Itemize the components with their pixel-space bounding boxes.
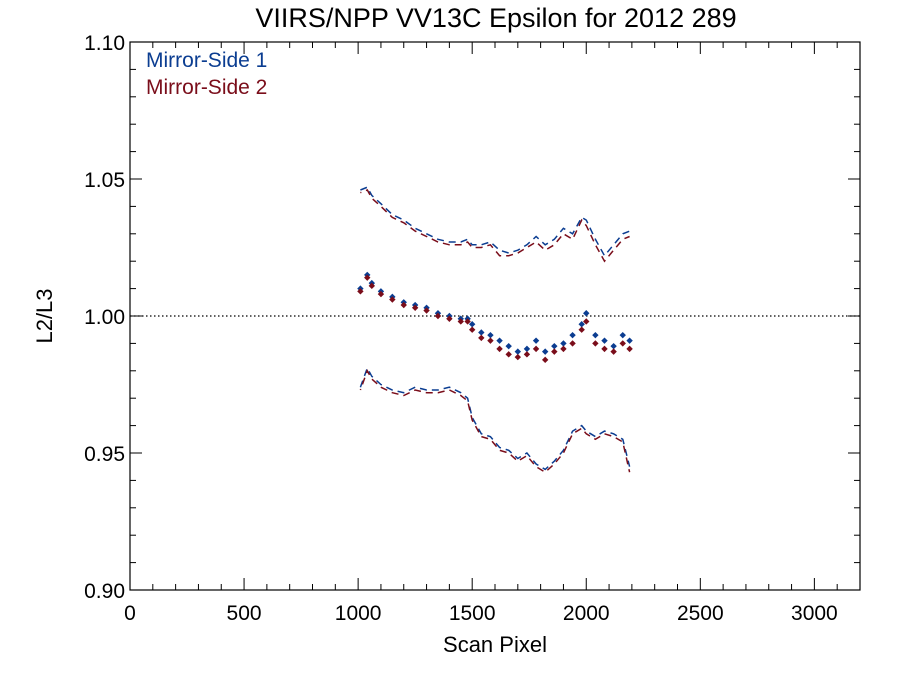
- y-tick-label: 0.95: [84, 443, 125, 466]
- series-1-point: [468, 321, 476, 328]
- y-tick-label: 1.10: [84, 32, 125, 55]
- series-1-point: [560, 340, 567, 347]
- legend-series-1: Mirror-Side 1: [146, 49, 267, 72]
- series-1-point: [601, 337, 608, 344]
- series-1-point: [505, 342, 512, 350]
- series-2-point: [411, 304, 419, 311]
- series-2-point: [457, 318, 464, 325]
- series-2-point: [583, 318, 590, 325]
- x-tick-label: 2000: [563, 602, 610, 625]
- series-bands: [359, 186, 631, 474]
- x-tick-label: 500: [227, 602, 262, 625]
- chart-title: VIIRS/NPP VV13C Epsilon for 2012 289: [255, 3, 736, 33]
- series-2-point: [496, 345, 503, 353]
- series-2-point: [610, 348, 617, 355]
- series-points: [357, 271, 633, 364]
- y-tick-label: 1.00: [84, 306, 125, 329]
- series-2-lower-band: [359, 368, 631, 474]
- series-1-point: [592, 331, 599, 339]
- series-2-point: [532, 345, 540, 353]
- series-2-point: [560, 345, 567, 353]
- series-1-point: [496, 337, 503, 344]
- series-2-point: [478, 334, 485, 342]
- series-2-point: [569, 340, 576, 347]
- y-tick-label: 1.05: [84, 169, 125, 192]
- x-tick-label: 1000: [335, 602, 382, 625]
- axis-ticks: [129, 41, 861, 591]
- series-2-point: [364, 274, 371, 281]
- series-1-point: [532, 337, 540, 344]
- series-1-point: [541, 348, 549, 355]
- x-tick-label: 3000: [791, 602, 838, 625]
- series-2-upper-band: [360, 189, 630, 263]
- series-2-point: [468, 326, 476, 333]
- series-1-point: [583, 310, 590, 317]
- series-1-point: [610, 342, 617, 350]
- series-1-point: [478, 329, 485, 336]
- series-2-point: [464, 318, 471, 325]
- series-2-point: [523, 351, 531, 358]
- series-2-point: [592, 340, 599, 347]
- series-1-point: [626, 337, 633, 344]
- series-2-point: [389, 296, 396, 303]
- y-axis-label: L2/L3: [32, 288, 57, 343]
- series-1-point: [569, 331, 576, 339]
- series-1-point: [619, 331, 626, 339]
- x-tick-label: 0: [124, 602, 136, 625]
- series-2-point: [487, 337, 494, 344]
- series-1-lower-band: [359, 366, 631, 471]
- series-1-upper-band: [360, 186, 630, 258]
- series-2-point: [368, 282, 376, 290]
- series-1-point: [514, 348, 522, 355]
- series-1-point: [523, 345, 531, 353]
- series-2-point: [505, 351, 512, 358]
- series-2-point: [434, 312, 442, 320]
- x-tick-label: 2500: [677, 602, 724, 625]
- series-2-point: [541, 356, 549, 364]
- y-tick-label: 0.90: [84, 580, 125, 603]
- series-1-point: [487, 331, 494, 339]
- x-axis-label: Scan Pixel: [443, 632, 547, 657]
- y-tick-labels: 0.90 0.95 1.00 1.05 1.10: [84, 32, 125, 603]
- series-2-point: [578, 326, 585, 333]
- series-2-point: [400, 301, 407, 309]
- series-2-point: [514, 353, 522, 361]
- series-1-point: [551, 342, 558, 350]
- series-2-point: [357, 288, 364, 295]
- series-1-point: [578, 321, 585, 328]
- legend-series-2: Mirror-Side 2: [146, 76, 267, 99]
- series-2-point: [601, 345, 608, 353]
- series-2-point: [551, 348, 558, 355]
- series-2-point: [446, 315, 453, 322]
- series-2-point: [619, 340, 626, 347]
- series-2-point: [423, 307, 430, 314]
- series-2-point: [626, 345, 633, 353]
- x-tick-labels: 0 500 1000 1500 2000 2500 3000: [124, 602, 838, 625]
- x-tick-label: 1500: [449, 602, 496, 625]
- series-2-point: [377, 290, 385, 298]
